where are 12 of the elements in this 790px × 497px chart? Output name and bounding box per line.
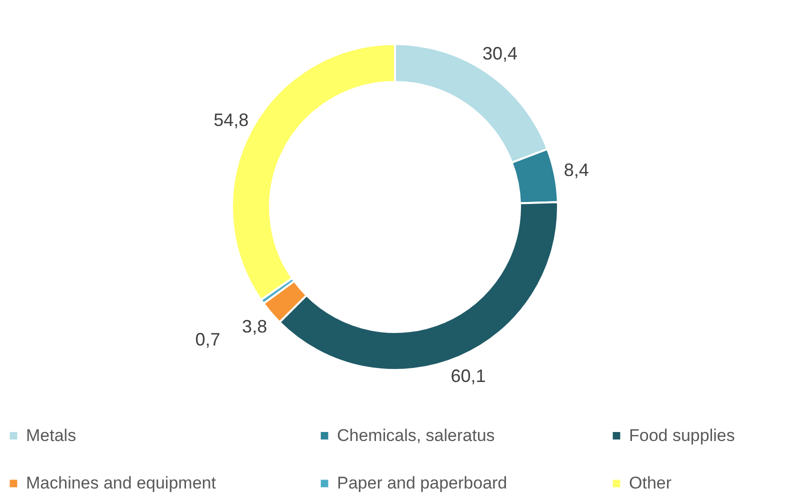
data-label: 0,7 [195,330,220,350]
legend-label: Food supplies [629,426,735,445]
legend-label: Paper and paperboard [337,474,508,492]
data-label: 60,1 [450,366,486,386]
data-label: 3,8 [242,316,268,336]
legend-label: Machines and equipment [26,474,216,492]
data-label: 30,4 [482,44,518,64]
legend-label: Other [629,474,672,492]
legend-label: Chemicals, saleratus [337,426,495,445]
data-label: 8,4 [564,160,589,180]
data-label: 54,8 [214,110,249,130]
legend-label: Metals [26,426,76,445]
